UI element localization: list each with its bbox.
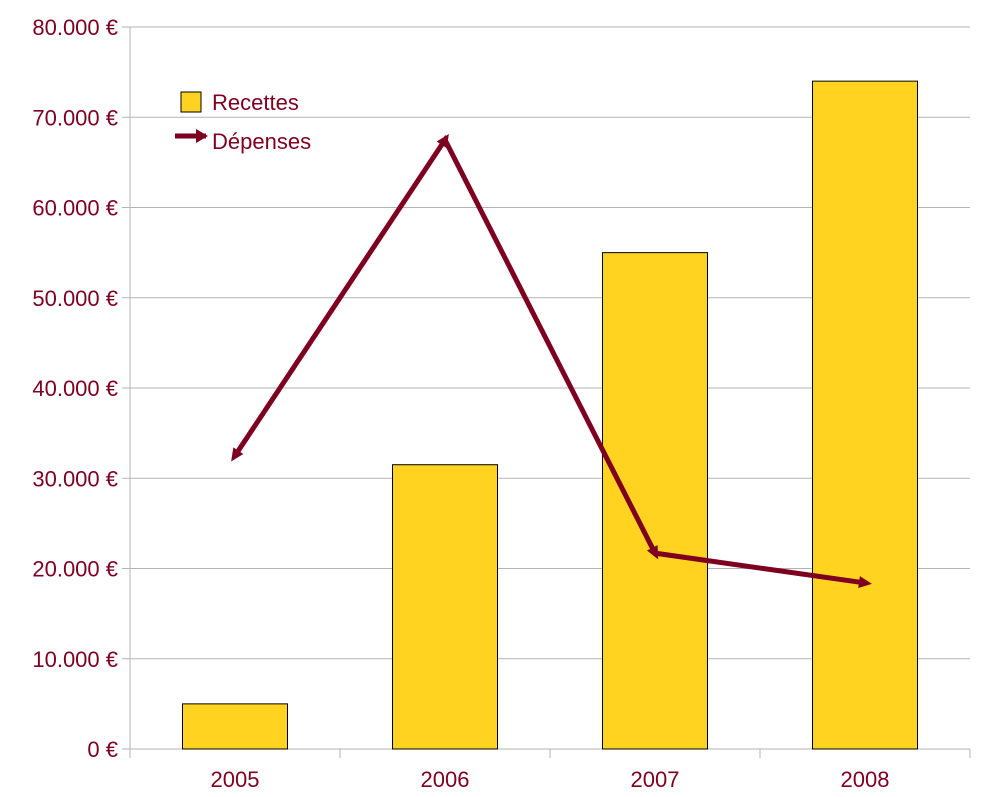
legend-label-depenses: Dépenses bbox=[212, 129, 311, 154]
point-depenses-2008 bbox=[858, 576, 872, 589]
point-depenses-2005 bbox=[231, 447, 244, 462]
point-depenses-2007 bbox=[646, 545, 659, 560]
bar-2008 bbox=[812, 80, 918, 750]
y-tick-label-6: 60.000 € bbox=[32, 196, 118, 221]
bar-2006 bbox=[392, 464, 498, 750]
bar-2005 bbox=[182, 703, 288, 750]
legend-label-recettes: Recettes bbox=[212, 90, 299, 115]
y-tick-label-3: 30.000 € bbox=[32, 466, 118, 491]
y-axis-tick-labels: 0 € 10.000 € 20.000 € 30.000 € 40.000 € 50.00… bbox=[32, 15, 118, 762]
point-depenses-2006 bbox=[436, 133, 449, 149]
legend-swatch-depenses-marker bbox=[196, 129, 208, 143]
legend-swatch-recettes bbox=[180, 91, 202, 113]
y-tick-label-0: 0 € bbox=[87, 737, 118, 762]
x-tick-label-2007: 2007 bbox=[631, 767, 680, 792]
y-tick-label-8: 80.000 € bbox=[32, 15, 118, 40]
x-tick-label-2006: 2006 bbox=[421, 767, 470, 792]
y-tick-label-2: 20.000 € bbox=[32, 557, 118, 582]
line-series bbox=[231, 133, 872, 589]
x-axis-tick-labels: 2005 2006 2007 2008 bbox=[211, 767, 890, 792]
y-tick-label-1: 10.000 € bbox=[32, 647, 118, 672]
x-tick-label-2008: 2008 bbox=[841, 767, 890, 792]
line-depenses bbox=[232, 134, 866, 586]
bar-series bbox=[182, 80, 918, 750]
grid bbox=[130, 26, 970, 750]
y-tick-label-7: 70.000 € bbox=[32, 105, 118, 130]
x-tick-label-2005: 2005 bbox=[211, 767, 260, 792]
legend: Recettes Dépenses bbox=[175, 90, 311, 154]
y-tick-label-4: 40.000 € bbox=[32, 376, 118, 401]
y-tick-label-5: 50.000 € bbox=[32, 286, 118, 311]
bar-2007 bbox=[602, 252, 708, 750]
axes bbox=[122, 26, 971, 758]
